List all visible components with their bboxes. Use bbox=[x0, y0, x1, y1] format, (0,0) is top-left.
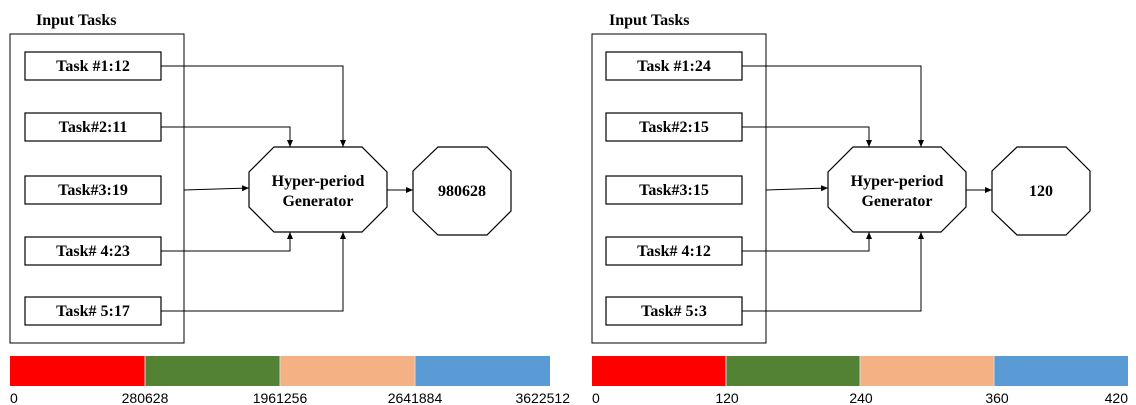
left-task-box-2 bbox=[24, 112, 162, 142]
right-arrow-task-3 bbox=[765, 185, 829, 192]
right-arrow-task-5 bbox=[742, 232, 924, 312]
left-generator-label-line2: Generator bbox=[282, 193, 353, 210]
left-task-label-4: Task# 4:23 bbox=[56, 243, 130, 260]
right-arrow-task-2 bbox=[742, 126, 872, 147]
left-task-label-3: Task#3:19 bbox=[58, 182, 128, 199]
left-output-value: 980628 bbox=[438, 183, 486, 200]
right-task-box-1 bbox=[605, 51, 743, 81]
right-task-box-5 bbox=[605, 296, 743, 326]
right-task-box-2 bbox=[605, 112, 743, 142]
left-timeline-segment-2 bbox=[145, 356, 280, 386]
left-output-octagon bbox=[412, 146, 512, 236]
right-task-box-4 bbox=[605, 236, 743, 266]
left-timeline-tick-1: 0 bbox=[10, 390, 18, 405]
left-arrow-task-3 bbox=[183, 185, 250, 192]
left-timeline-segment-1 bbox=[10, 356, 145, 386]
left-panel: Input Tasks Task #1:12 Task#2:11 Task#3:… bbox=[9, 12, 570, 405]
right-input-tasks-title: Input Tasks bbox=[609, 12, 690, 29]
right-task-label-2: Task#2:15 bbox=[639, 119, 709, 136]
left-hyper-period-generator bbox=[248, 146, 388, 233]
left-timeline-segment-4 bbox=[415, 356, 550, 386]
right-task-label-4: Task# 4:12 bbox=[637, 243, 711, 260]
right-input-tasks-frame bbox=[591, 33, 767, 344]
left-arrow-task-5 bbox=[161, 232, 346, 312]
left-timeline-tick-4: 2641884 bbox=[388, 390, 443, 405]
right-hyper-period-generator bbox=[827, 146, 967, 233]
right-panel: Input Tasks Task #1:24 Task#2:15 Task#3:… bbox=[591, 12, 1129, 405]
left-arrow-task-1 bbox=[161, 65, 346, 147]
right-timeline-tick-4: 360 bbox=[985, 390, 1009, 405]
right-task-label-1: Task #1:24 bbox=[637, 58, 711, 75]
right-generator-label-line2: Generator bbox=[861, 193, 932, 210]
left-timeline-tick-5: 3622512 bbox=[515, 390, 570, 405]
left-task-label-1: Task #1:12 bbox=[56, 58, 130, 75]
left-arrow-task-2 bbox=[161, 126, 293, 147]
left-arrow-task-4 bbox=[161, 232, 293, 252]
right-timeline-tick-5: 420 bbox=[1105, 390, 1129, 405]
left-task-label-5: Task# 5:17 bbox=[56, 303, 130, 320]
right-task-box-3 bbox=[605, 175, 743, 205]
left-task-box-3 bbox=[24, 175, 162, 205]
left-task-box-4 bbox=[24, 236, 162, 266]
right-timeline-tick-2: 120 bbox=[715, 390, 739, 405]
right-arrow-task-1 bbox=[742, 65, 924, 147]
right-timeline-segment-3 bbox=[860, 356, 994, 386]
right-output-octagon bbox=[991, 146, 1091, 236]
right-task-label-5: Task# 5:3 bbox=[641, 303, 707, 320]
right-timeline-tick-3: 240 bbox=[849, 390, 873, 405]
right-timeline-segment-4 bbox=[994, 356, 1128, 386]
right-arrow-task-4 bbox=[742, 232, 872, 252]
left-generator-label-line1: Hyper-period bbox=[272, 173, 365, 190]
left-task-box-5 bbox=[24, 296, 162, 326]
left-input-tasks-title: Input Tasks bbox=[36, 12, 117, 29]
right-timeline-tick-1: 0 bbox=[592, 390, 600, 405]
left-timeline-tick-2: 280628 bbox=[122, 390, 169, 405]
left-timeline-tick-3: 1961256 bbox=[253, 390, 308, 405]
right-task-label-3: Task#3:15 bbox=[639, 182, 709, 199]
right-generator-label-line1: Hyper-period bbox=[851, 173, 944, 190]
right-timeline-segment-2 bbox=[726, 356, 860, 386]
left-task-label-2: Task#2:11 bbox=[59, 119, 128, 136]
right-output-value: 120 bbox=[1029, 183, 1053, 200]
right-timeline-segment-1 bbox=[592, 356, 726, 386]
left-input-tasks-frame bbox=[9, 33, 185, 344]
left-task-box-1 bbox=[24, 51, 162, 81]
left-timeline-segment-3 bbox=[280, 356, 415, 386]
